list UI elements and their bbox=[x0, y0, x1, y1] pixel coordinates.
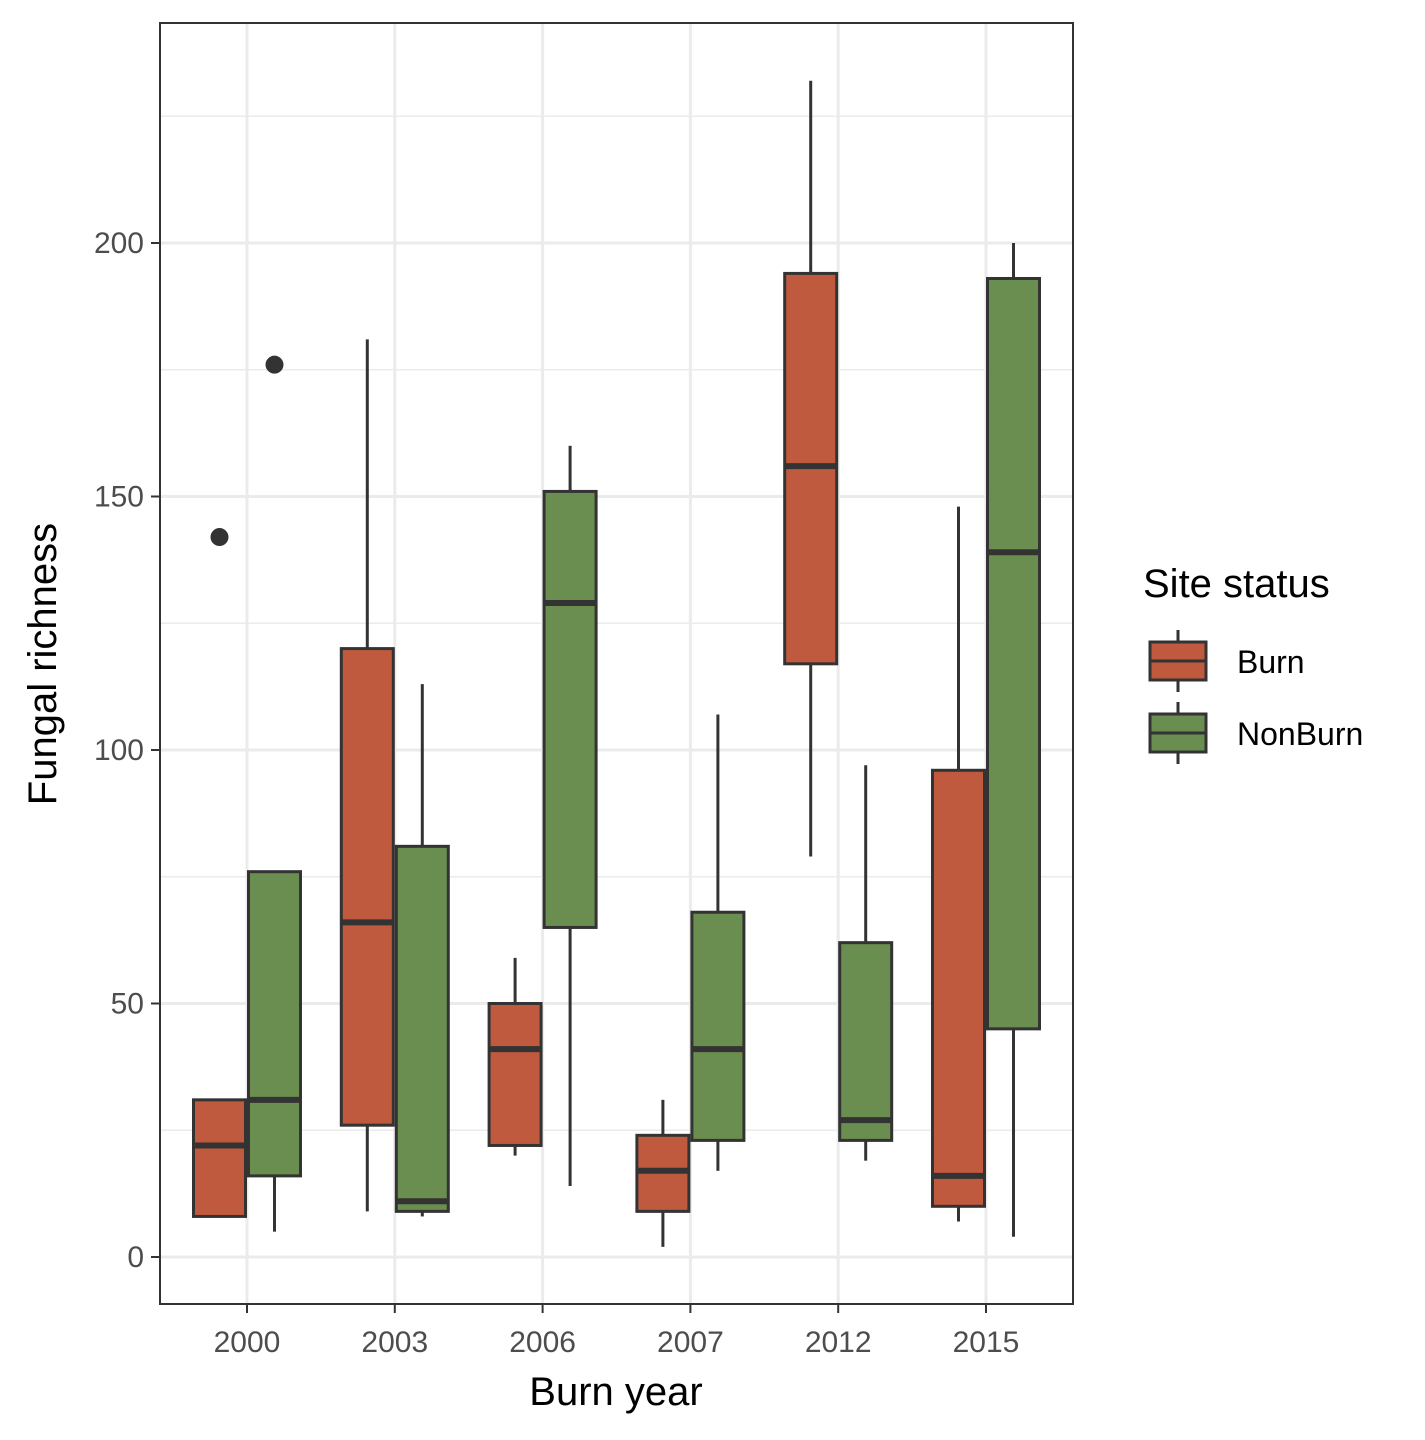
y-tick-label: 100 bbox=[94, 734, 144, 767]
box-body bbox=[394, 844, 450, 1213]
legend-label: Burn bbox=[1237, 644, 1305, 680]
grid-minor bbox=[160, 115, 1073, 1131]
legend-label: NonBurn bbox=[1237, 716, 1363, 752]
x-tick-label: 2006 bbox=[509, 1326, 576, 1359]
x-tick-label: 2003 bbox=[361, 1326, 428, 1359]
box-nonburn-2006 bbox=[542, 445, 598, 1187]
box-nonburn-2000 bbox=[247, 355, 302, 1232]
plot-panel bbox=[160, 23, 1073, 1304]
outlier-point bbox=[265, 355, 284, 374]
box-nonburn-2015 bbox=[986, 243, 1041, 1237]
box-body bbox=[487, 1002, 543, 1147]
box-burn-2015 bbox=[931, 506, 986, 1222]
box-burn-2006 bbox=[487, 957, 543, 1156]
box-series bbox=[192, 80, 1041, 1247]
x-tick-label: 2015 bbox=[953, 1326, 1020, 1359]
box-nonburn-2007 bbox=[690, 714, 746, 1171]
box-body bbox=[931, 768, 986, 1208]
box-body bbox=[339, 647, 395, 1127]
box-body bbox=[690, 910, 746, 1142]
box-body bbox=[247, 870, 302, 1178]
x-axis-title: Burn year bbox=[529, 1370, 702, 1414]
x-tick-label: 2007 bbox=[657, 1326, 724, 1359]
legend: Site status Burn NonBurn bbox=[1143, 562, 1363, 764]
box-nonburn-2003 bbox=[394, 684, 450, 1217]
box-body bbox=[986, 276, 1041, 1031]
panel-border bbox=[159, 22, 1074, 1305]
y-tick-label: 200 bbox=[94, 227, 144, 260]
x-tick-label: 2000 bbox=[214, 1326, 281, 1359]
box-nonburn-2012 bbox=[838, 765, 894, 1161]
box-burn-2003 bbox=[339, 339, 395, 1212]
legend-item-burn: Burn bbox=[1148, 630, 1305, 692]
box-burn-2000 bbox=[192, 528, 247, 1218]
y-axis-title: Fungal richness bbox=[21, 523, 65, 805]
box-burn-2007 bbox=[635, 1099, 691, 1247]
outlier-point bbox=[210, 528, 229, 547]
legend-title: Site status bbox=[1143, 562, 1330, 606]
box-burn-2012 bbox=[783, 80, 839, 857]
y-tick-label: 0 bbox=[127, 1241, 144, 1274]
y-axis: 0 50 100 150 200 bbox=[94, 227, 160, 1274]
box-body bbox=[192, 1098, 247, 1218]
legend-item-nonburn: NonBurn bbox=[1148, 702, 1363, 764]
y-tick-label: 150 bbox=[94, 481, 144, 514]
box-body bbox=[838, 941, 894, 1142]
x-tick-label: 2012 bbox=[805, 1326, 872, 1359]
x-axis: 2000 2003 2006 2007 2012 2015 bbox=[214, 1304, 1020, 1359]
y-tick-label: 50 bbox=[111, 988, 144, 1021]
box-body bbox=[542, 489, 598, 929]
